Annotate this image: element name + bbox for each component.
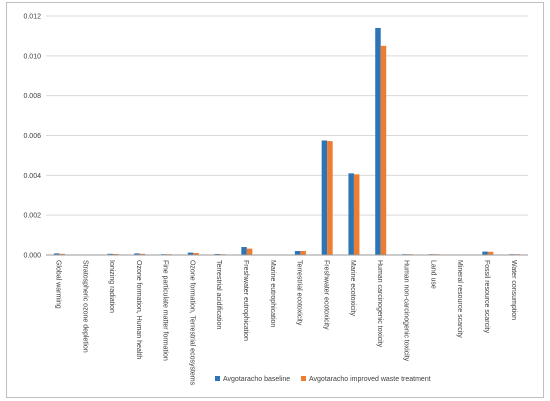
bar-baseline	[187, 252, 194, 255]
x-tick-label: Ozone formation, Terrestrial ecosystems	[188, 260, 195, 386]
bar-baseline	[107, 253, 113, 255]
bar-baseline	[321, 140, 328, 255]
bar-baseline	[241, 247, 247, 255]
bar-improved	[380, 45, 387, 255]
x-tick-label: Human carcinogenic toxicity	[376, 260, 383, 348]
bar-baseline	[348, 173, 354, 255]
legend-swatch-baseline	[215, 376, 220, 381]
bar-baseline	[482, 251, 488, 255]
bar-baseline	[294, 251, 301, 255]
x-tick-label: Ionizing radiation	[108, 260, 115, 313]
bar-improved	[139, 253, 146, 255]
y-tick-label: 0.006	[23, 133, 41, 140]
y-tick-label: 0.000	[23, 253, 41, 260]
y-tick-label: 0.008	[23, 93, 41, 100]
x-tick-label: Marine eutrophication	[269, 260, 276, 327]
x-tick-label: Terrestrial acidification	[215, 260, 222, 329]
y-tick-label: 0.012	[23, 14, 41, 21]
gridlines	[46, 15, 528, 216]
x-tick-label: Marine ecotoxicity	[349, 260, 356, 317]
x-tick-label: Human non-carcinogenic toxicity	[403, 260, 410, 362]
y-tick-label: 0.002	[23, 213, 41, 220]
bar-improved	[327, 141, 333, 255]
x-tick-label: Fine particulate matter formation	[162, 260, 169, 361]
bar-improved	[300, 251, 306, 255]
bar-improved	[487, 251, 494, 255]
bar-improved	[353, 174, 360, 255]
x-tick-label: Ozone formation, Human health	[135, 260, 142, 359]
chart-frame	[6, 2, 544, 398]
bars	[53, 27, 521, 256]
x-tick-label: Terrestrial ecotoxicity	[296, 260, 303, 326]
legend-label-baseline: Avgotaracho baseline	[223, 376, 290, 383]
x-tick-label: Global warming	[55, 260, 62, 309]
y-axis-ticks: 0.000 0.002 0.004 0.006 0.008 0.010 0.012	[23, 14, 41, 260]
legend: Avgotaracho baseline Avgotaracho improve…	[215, 376, 431, 383]
y-tick-label: 0.004	[23, 173, 41, 180]
bar-improved	[246, 248, 253, 255]
y-tick-label: 0.010	[23, 53, 41, 60]
bar-baseline	[375, 27, 381, 256]
x-tick-label: Fossil resource scarcity	[483, 260, 490, 334]
x-tick-label: Stratospheric ozone depletion	[81, 260, 88, 353]
x-tick-label: Mineral resource scarcity	[456, 260, 463, 338]
bar-improved	[193, 253, 199, 255]
bar-improved	[59, 253, 65, 255]
x-tick-label: Freshwater eutrophication	[242, 260, 249, 341]
bar-baseline	[134, 253, 140, 255]
legend-label-improved: Avgotaracho improved waste treatment	[309, 376, 431, 383]
x-tick-label: Land use	[429, 260, 436, 289]
x-tick-label: Freshwater ecotoxicity	[322, 260, 329, 330]
x-axis-ticks: Global warming Stratospheric ozone deplet…	[55, 260, 517, 386]
bar-baseline	[53, 253, 60, 255]
x-tick-label: Water consumption	[510, 260, 517, 320]
legend-swatch-improved	[301, 376, 306, 381]
